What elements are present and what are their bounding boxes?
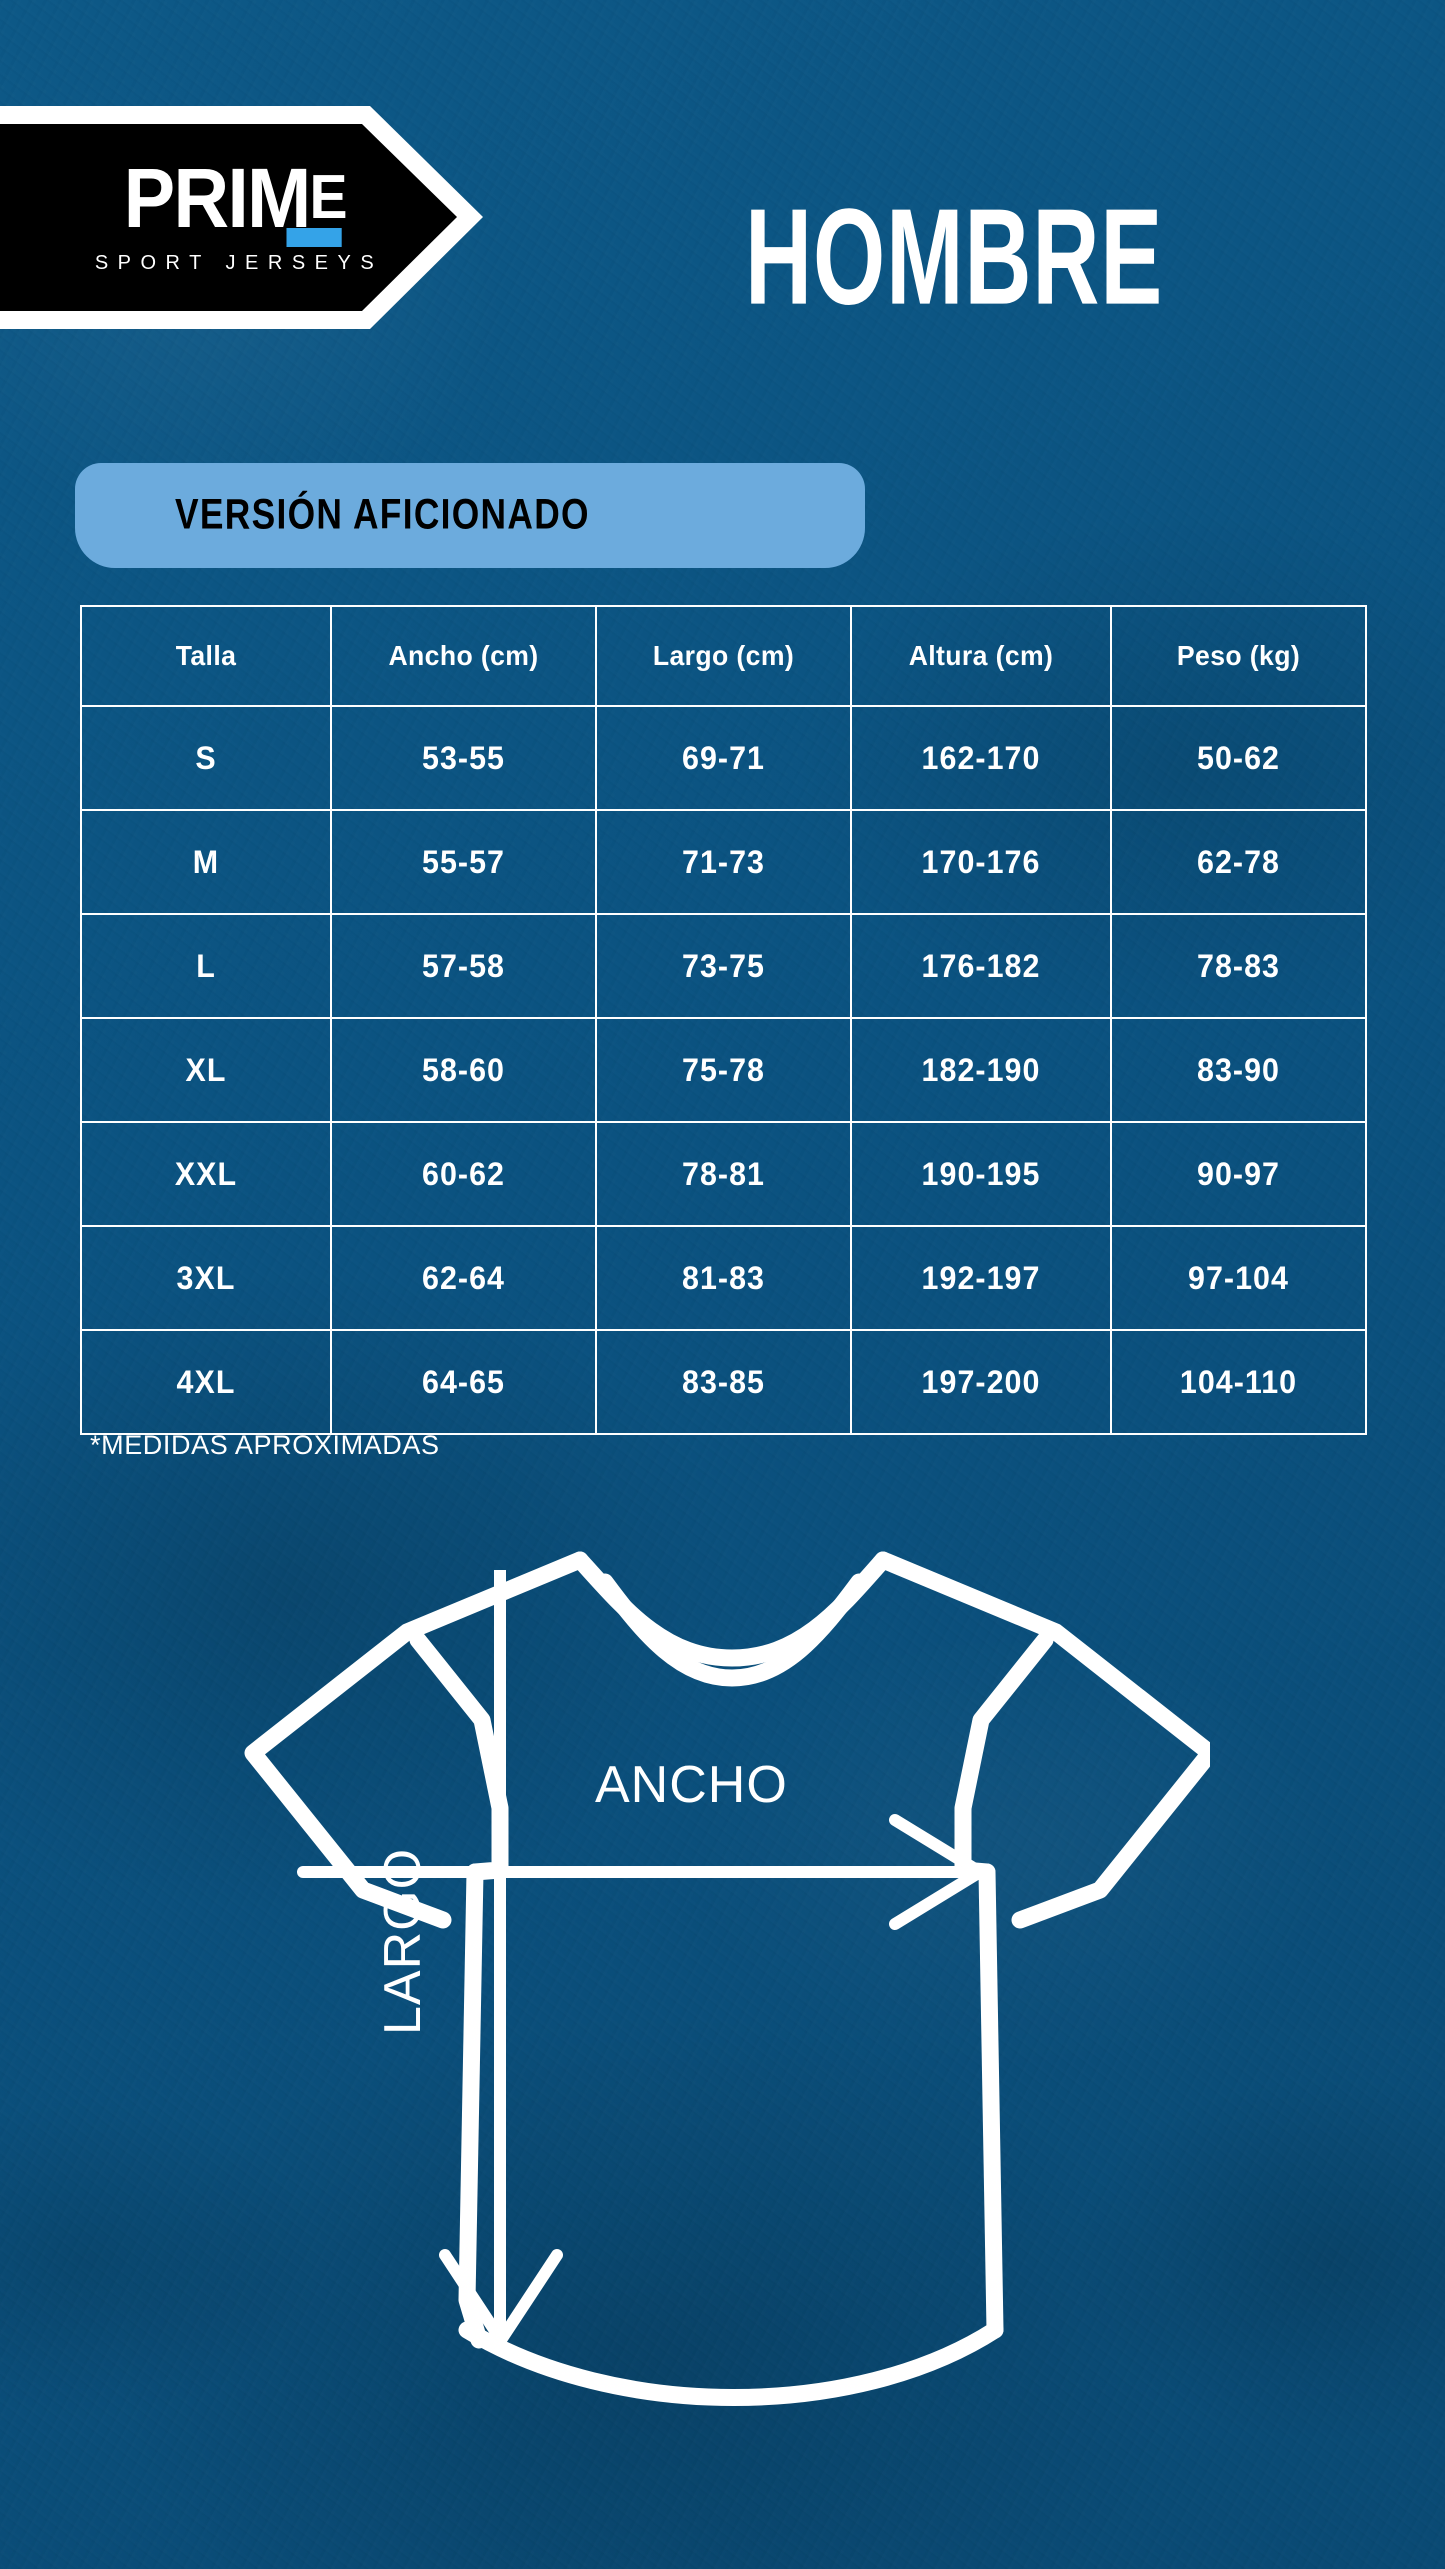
logo-tagline: SPORT JERSEYS [94, 251, 384, 274]
page-title: HOMBRE [745, 180, 1164, 333]
cell-peso: 90-97 [1116, 1121, 1361, 1227]
cell-ancho: 55-57 [336, 809, 591, 915]
cell-altura: 182-190 [856, 1017, 1106, 1123]
cell-altura: 176-182 [856, 913, 1106, 1019]
column-header-largo: Largo (cm) [601, 605, 846, 707]
table-row: XXL 60-62 78-81 190-195 90-97 [81, 1121, 1366, 1227]
table-note: *MEDIDAS APROXIMADAS [90, 1430, 440, 1460]
ancho-measurement-arrow [297, 1814, 986, 1930]
cell-peso: 78-83 [1116, 913, 1361, 1019]
t-shirt-measurement-diagram: ANCHO LARGO [235, 1540, 1210, 2480]
logo-wordmark-main: PRIM [123, 151, 312, 246]
cell-peso: 104-110 [1116, 1329, 1361, 1435]
cell-altura: 197-200 [856, 1329, 1106, 1435]
column-header-talla: Talla [86, 605, 326, 707]
cell-largo: 73-75 [601, 913, 846, 1019]
cell-talla: 3XL [86, 1225, 326, 1331]
size-chart-table: Talla Ancho (cm) Largo (cm) Altura (cm) … [80, 605, 1367, 1435]
column-header-peso: Peso (kg) [1116, 605, 1361, 707]
table-row: 3XL 62-64 81-83 192-197 97-104 [81, 1225, 1366, 1331]
cell-ancho: 62-64 [336, 1225, 591, 1331]
logo-wordmark: PRIME [124, 156, 348, 247]
cell-ancho: 53-55 [336, 705, 591, 811]
cell-largo: 71-73 [601, 809, 846, 915]
cell-ancho: 60-62 [336, 1121, 591, 1227]
cell-peso: 97-104 [1116, 1225, 1361, 1331]
cell-largo: 83-85 [601, 1329, 846, 1435]
table-row: XL 58-60 75-78 182-190 83-90 [81, 1017, 1366, 1123]
table-row: M 55-57 71-73 170-176 62-78 [81, 809, 1366, 915]
cell-ancho: 58-60 [336, 1017, 591, 1123]
table-row: L 57-58 73-75 176-182 78-83 [81, 913, 1366, 1019]
cell-talla: M [86, 809, 326, 915]
version-badge: VERSIÓN AFICIONADO [75, 463, 865, 568]
cell-peso: 62-78 [1116, 809, 1361, 915]
cell-altura: 192-197 [856, 1225, 1106, 1331]
logo-accent-bar [287, 227, 343, 247]
cell-ancho: 64-65 [336, 1329, 591, 1435]
largo-measurement-arrow [439, 1866, 563, 2346]
cell-altura: 190-195 [856, 1121, 1106, 1227]
cell-peso: 83-90 [1116, 1017, 1361, 1123]
largo-label: LARGO [374, 1848, 432, 2035]
brand-logo: PRIME SPORT JERSEYS [0, 100, 490, 335]
table-row: S 53-55 69-71 162-170 50-62 [81, 705, 1366, 811]
logo-wordmark-e: E [309, 163, 348, 233]
cell-talla: XL [86, 1017, 326, 1123]
ancho-label: ANCHO [595, 1756, 788, 1814]
table-row: 4XL 64-65 83-85 197-200 104-110 [81, 1329, 1366, 1435]
cell-talla: 4XL [86, 1329, 326, 1435]
cell-altura: 162-170 [856, 705, 1106, 811]
page-header: PRIME SPORT JERSEYS HOMBRE [0, 0, 1445, 400]
cell-largo: 81-83 [601, 1225, 846, 1331]
cell-altura: 170-176 [856, 809, 1106, 915]
column-header-ancho: Ancho (cm) [336, 605, 591, 707]
cell-ancho: 57-58 [336, 913, 591, 1019]
cell-peso: 50-62 [1116, 705, 1361, 811]
version-badge-label: VERSIÓN AFICIONADO [175, 491, 590, 539]
cell-talla: S [86, 705, 326, 811]
cell-talla: L [86, 913, 326, 1019]
logo-arrow-shape [0, 106, 483, 329]
column-header-altura: Altura (cm) [856, 605, 1106, 707]
cell-talla: XXL [86, 1121, 326, 1227]
cell-largo: 75-78 [601, 1017, 846, 1123]
table-header-row: Talla Ancho (cm) Largo (cm) Altura (cm) … [81, 605, 1366, 707]
cell-largo: 78-81 [601, 1121, 846, 1227]
cell-largo: 69-71 [601, 705, 846, 811]
